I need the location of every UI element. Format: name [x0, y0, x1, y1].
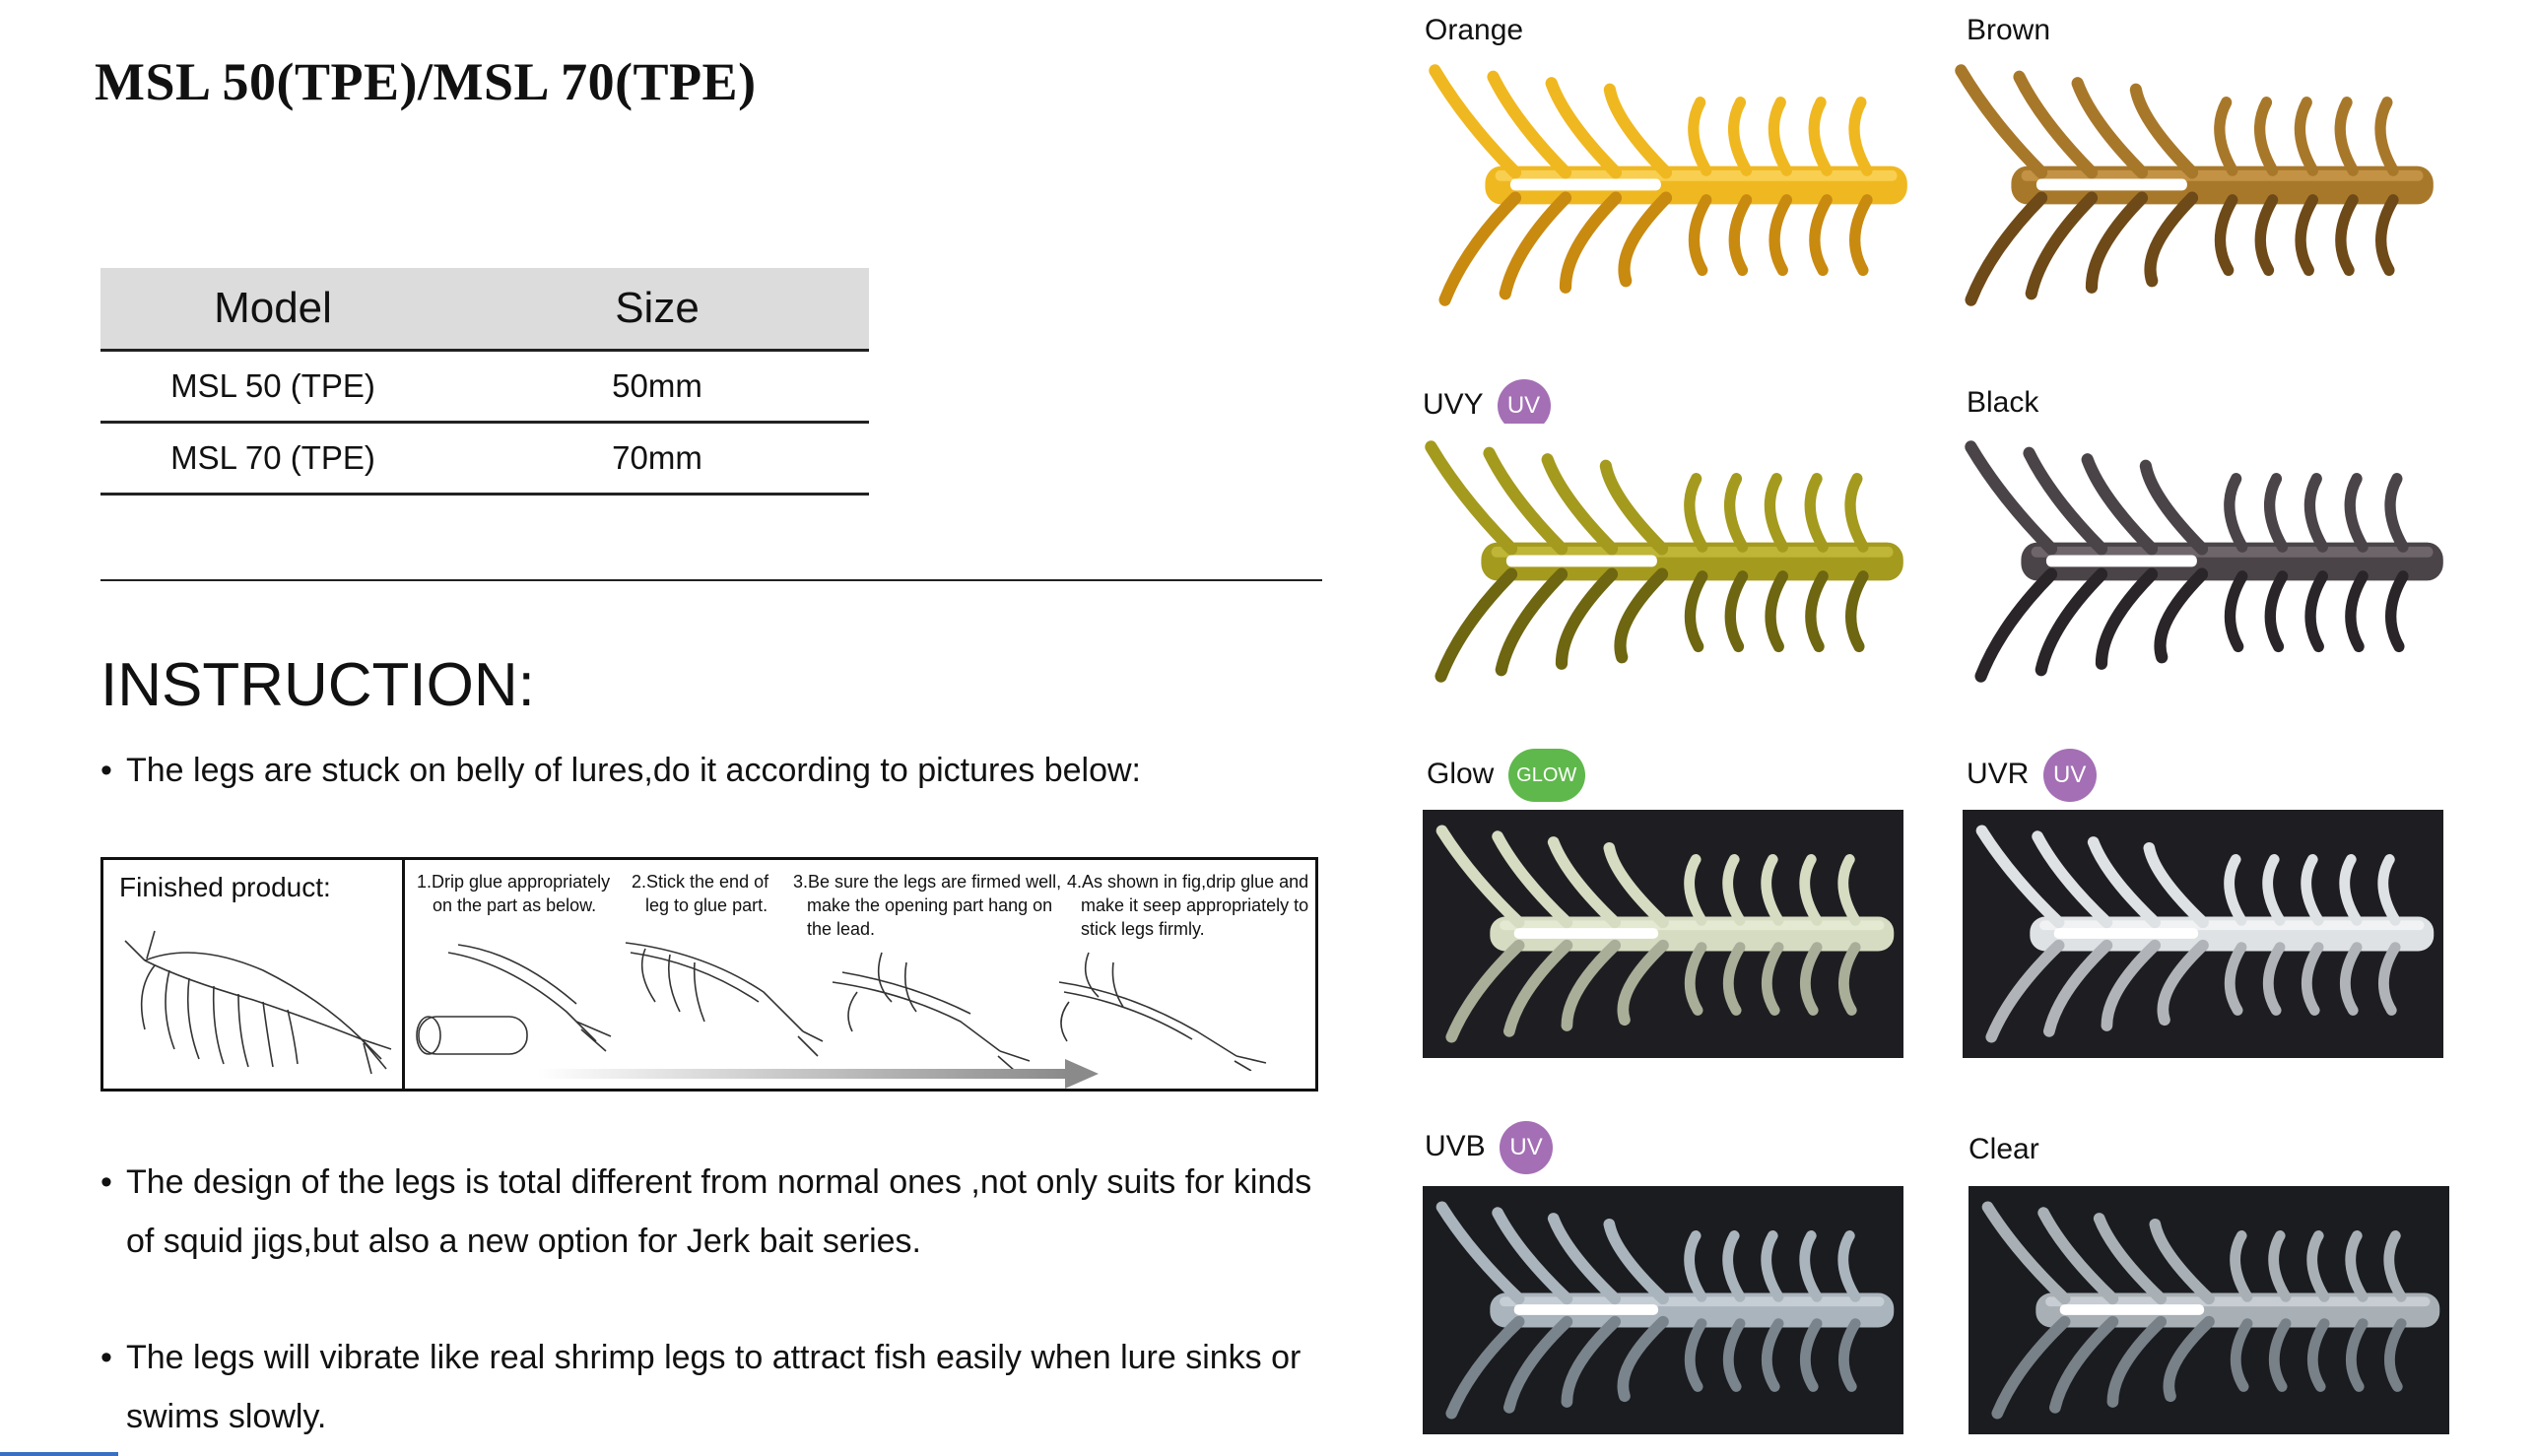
shrimp-legs-lure-icon [1423, 1186, 1903, 1434]
bullet-text: The legs will vibrate like real shrimp l… [126, 1339, 1301, 1435]
shrimp-sketch-icon [124, 930, 392, 1075]
lure-image-clear [1969, 1186, 2449, 1434]
shrimp-legs-lure-icon [1941, 47, 2443, 323]
page-title: MSL 50(TPE)/MSL 70(TPE) [95, 52, 757, 111]
variant-label: Brown [1967, 14, 2051, 46]
cell-size: 50mm [612, 367, 702, 404]
lure-image-uvr [1963, 810, 2443, 1058]
shrimp-legs-lure-icon [1423, 810, 1903, 1058]
cell-size: 70mm [612, 439, 702, 476]
shrimp-legs-lure-icon [1969, 1186, 2449, 1434]
instruction-bullet: • The legs are stuck on belly of lures,d… [100, 741, 1342, 800]
uv-badge: UV [1500, 1121, 1554, 1174]
variant-label: UVY UV [1423, 379, 1551, 432]
shrimp-legs-lure-icon [1951, 424, 2453, 699]
cell-model: MSL 50 (TPE) [170, 367, 375, 404]
instruction-bullet: • The legs will vibrate like real shrimp… [100, 1328, 1342, 1446]
bullet-text: The design of the legs is total differen… [126, 1163, 1312, 1260]
step-4-text: 4.As shown in fig,drip glue and make it … [1067, 872, 1309, 939]
table-row: MSL 70 (TPE) 70mm [100, 424, 869, 496]
lure-image-uvy [1411, 424, 1913, 699]
variant-label: Orange [1425, 14, 1524, 46]
shrimp-legs-lure-icon [1415, 47, 1917, 323]
bottom-accent-bar [0, 1452, 118, 1456]
instruction-steps-box: Finished product: 1.Drip glue appropriat… [100, 857, 1318, 1092]
step-1-text: 1.Drip glue appropriately on the part as… [417, 872, 611, 915]
lure-image-brown [1941, 47, 2443, 323]
cell-model: MSL 70 (TPE) [170, 439, 375, 476]
instruction-heading: INSTRUCTION: [100, 651, 535, 719]
bullet-dot: • [100, 1339, 112, 1376]
bullet-dot: • [100, 752, 112, 789]
lure-image-uvb [1423, 1186, 1903, 1434]
variant-label: UVR UV [1967, 749, 2097, 802]
shrimp-legs-lure-icon [1963, 810, 2443, 1058]
uv-badge: UV [2042, 749, 2097, 802]
bullet-dot: • [100, 1163, 112, 1201]
lure-image-orange [1415, 47, 1917, 323]
header-size: Size [615, 284, 700, 332]
table-row: MSL 50 (TPE) 50mm [100, 352, 869, 424]
finished-product-panel: Finished product: [103, 860, 405, 1089]
uv-badge: UV [1497, 379, 1551, 432]
section-divider [100, 579, 1322, 581]
spec-table-header: Model Size [100, 268, 869, 352]
shrimp-legs-lure-icon [1411, 424, 1913, 699]
step-2-text: 2.Stick the end of leg to glue part. [632, 872, 769, 915]
spec-table: Model Size MSL 50 (TPE) 50mm MSL 70 (TPE… [100, 268, 869, 496]
assembly-steps-sketch-icon [416, 942, 1267, 1071]
lure-image-glow [1423, 810, 1903, 1058]
finished-product-label: Finished product: [119, 872, 331, 902]
bullet-text: The legs are stuck on belly of lures,do … [126, 752, 1141, 789]
lure-image-black [1951, 424, 2453, 699]
variant-label: UVB UV [1425, 1121, 1554, 1174]
instruction-bullet: • The design of the legs is total differ… [100, 1153, 1342, 1271]
glow-badge: GLOW [1507, 749, 1585, 802]
variant-label: Clear [1969, 1133, 2039, 1165]
progress-arrow-bar [537, 1069, 1069, 1079]
step-3-text: 3.Be sure the legs are firmed well, make… [793, 872, 1062, 939]
header-model: Model [214, 284, 332, 332]
variant-label: Black [1967, 386, 2039, 419]
arrow-right-icon [1065, 1059, 1099, 1089]
variant-label: Glow GLOW [1427, 749, 1585, 802]
